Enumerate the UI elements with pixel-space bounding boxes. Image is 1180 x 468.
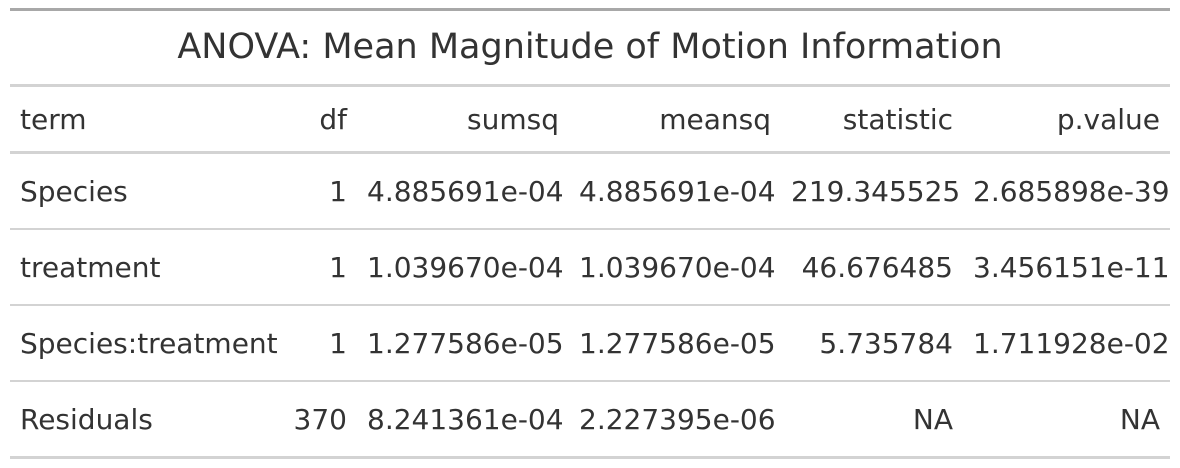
column-header-df: df xyxy=(272,87,357,154)
anova-table: term df sumsq meansq statistic p.value S… xyxy=(10,87,1170,459)
cell-df: 1 xyxy=(272,229,357,306)
column-header-meansq: meansq xyxy=(569,87,781,154)
cell-p-value: 2.685898e-39 xyxy=(963,152,1170,230)
cell-meansq: 4.885691e-04 xyxy=(569,152,781,230)
column-header-term: term xyxy=(10,87,272,154)
cell-term: treatment xyxy=(10,229,272,306)
cell-p-value: 1.711928e-02 xyxy=(963,305,1170,382)
cell-df: 370 xyxy=(272,381,357,459)
table-row: treatment 1 1.039670e-04 1.039670e-04 46… xyxy=(10,229,1170,306)
column-header-p-value: p.value xyxy=(963,87,1170,154)
cell-statistic: NA xyxy=(781,381,963,459)
cell-meansq: 1.277586e-05 xyxy=(569,305,781,382)
cell-meansq: 2.227395e-06 xyxy=(569,381,781,459)
cell-term: Species:treatment xyxy=(10,305,278,382)
cell-sumsq: 8.241361e-04 xyxy=(357,381,569,459)
cell-p-value: NA xyxy=(963,381,1170,459)
cell-df: 1 xyxy=(272,305,357,382)
cell-df: 1 xyxy=(272,152,357,230)
table-top-rule xyxy=(10,8,1170,11)
cell-sumsq: 4.885691e-04 xyxy=(357,152,569,230)
anova-table-container: ANOVA: Mean Magnitude of Motion Informat… xyxy=(10,8,1170,459)
table-row: Residuals 370 8.241361e-04 2.227395e-06 … xyxy=(10,381,1170,459)
cell-sumsq: 1.277586e-05 xyxy=(357,305,569,382)
cell-statistic: 219.345525 xyxy=(781,152,963,230)
cell-term: Residuals xyxy=(10,381,272,459)
column-header-sumsq: sumsq xyxy=(357,87,569,154)
table-row: Species 1 4.885691e-04 4.885691e-04 219.… xyxy=(10,152,1170,230)
cell-p-value: 3.456151e-11 xyxy=(963,229,1170,306)
table-title: ANOVA: Mean Magnitude of Motion Informat… xyxy=(10,11,1170,87)
table-header-row: term df sumsq meansq statistic p.value xyxy=(10,87,1170,154)
table-row: Species:treatment 1 1.277586e-05 1.27758… xyxy=(10,305,1170,382)
cell-meansq: 1.039670e-04 xyxy=(569,229,781,306)
column-header-statistic: statistic xyxy=(781,87,963,154)
cell-statistic: 5.735784 xyxy=(781,305,963,382)
cell-statistic: 46.676485 xyxy=(781,229,963,306)
cell-term: Species xyxy=(10,152,272,230)
cell-sumsq: 1.039670e-04 xyxy=(357,229,569,306)
